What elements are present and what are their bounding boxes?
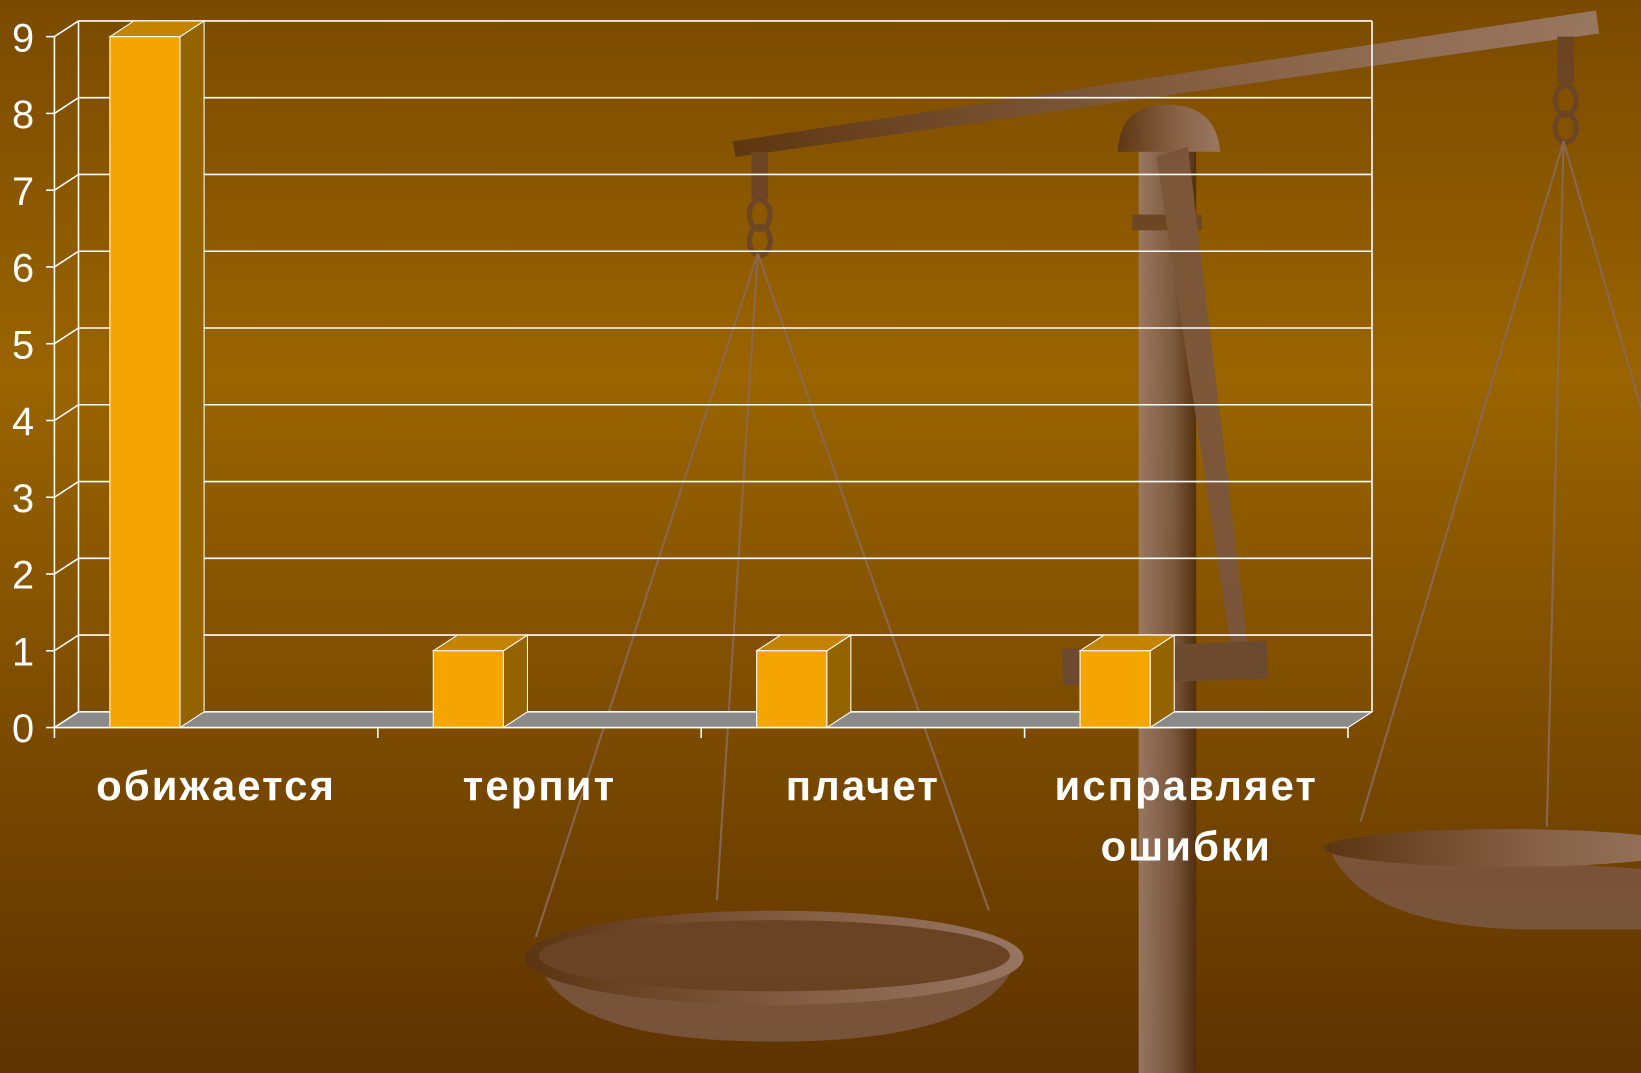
bar [757,651,827,728]
bar [110,37,180,728]
y-tick-label: 0 [12,707,34,751]
y-tick-label: 8 [12,93,34,137]
slide: 0 1 2 3 4 5 6 7 8 9 обижаетсятерпитплачетисправляе… [0,0,1641,1073]
bar-side [180,21,204,728]
x-label-box: плачет [706,756,1020,892]
y-tick-label: 7 [12,170,34,214]
floor [54,712,1372,728]
y-tick-label: 6 [12,247,34,291]
bar [1080,651,1150,728]
x-tick-label: терпит [383,756,697,817]
x-tick-label: обижается [59,756,373,817]
y-tick-label: 2 [12,554,34,598]
y-tick-label: 3 [12,477,34,521]
x-tick-label: исправляет ошибки [1029,756,1343,877]
x-tick-label: плачет [706,756,1020,817]
y-tick-label: 5 [12,323,34,367]
y-tick-label: 1 [12,630,34,674]
page: {"chart_data": {"type": "bar3d", "catego… [0,0,1641,1073]
y-tick-label: 9 [12,16,34,60]
x-label-box: исправляет ошибки [1029,756,1343,892]
y-tick-label: 4 [12,400,34,444]
x-label-box: обижается [59,756,373,892]
x-label-box: терпит [383,756,697,892]
bar [433,651,503,728]
